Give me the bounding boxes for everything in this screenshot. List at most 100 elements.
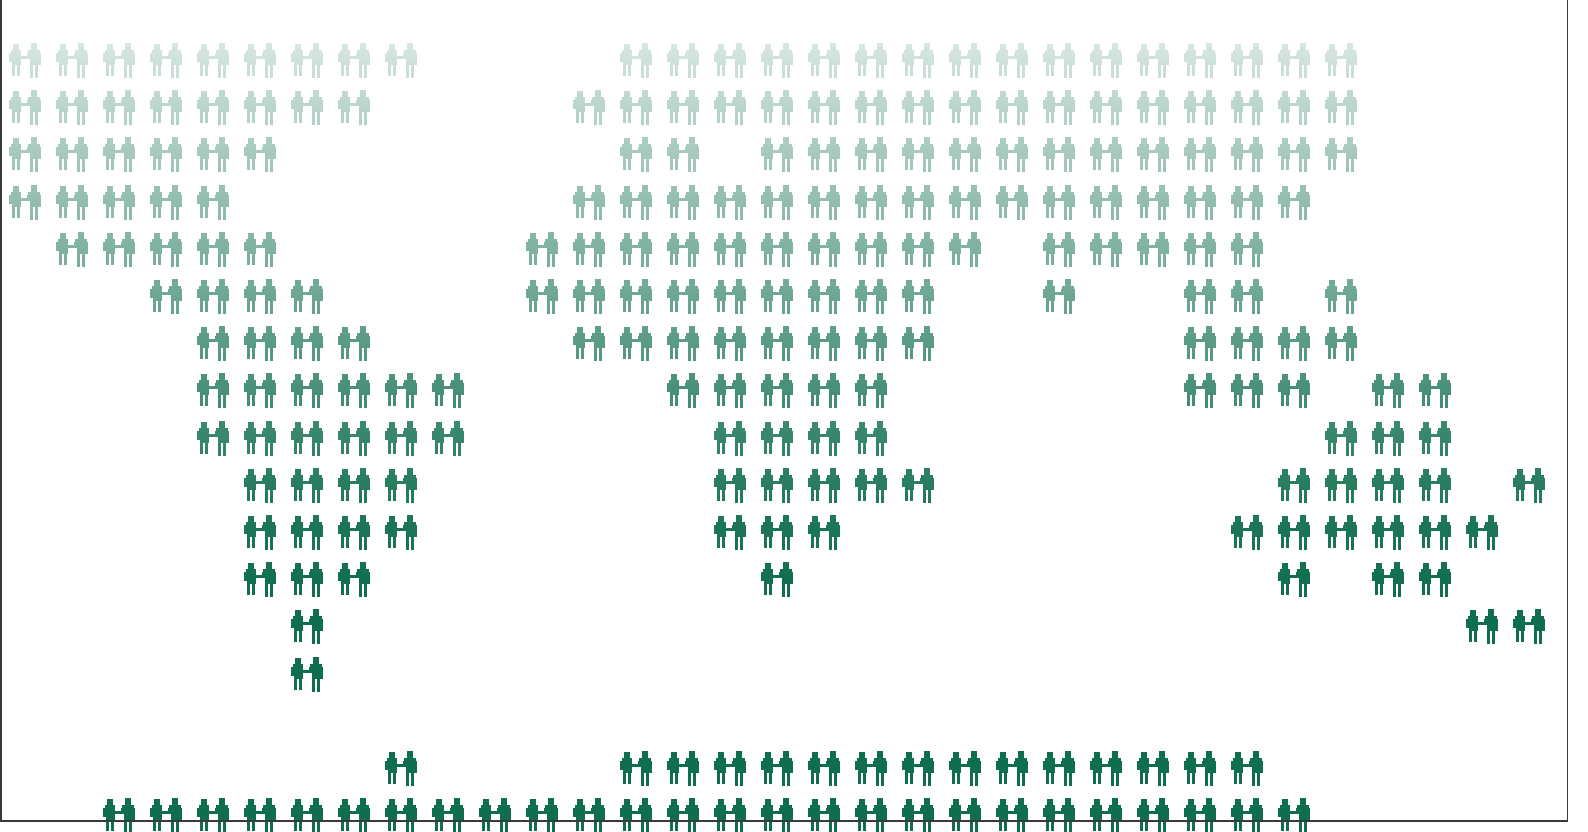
people-pair-icon — [288, 276, 328, 316]
people-pair-icon — [335, 795, 375, 832]
people-pair-icon — [993, 795, 1033, 832]
people-pair-icon — [852, 795, 892, 832]
people-pair-icon — [288, 512, 328, 552]
people-pair-icon — [1181, 40, 1221, 80]
people-pair-icon — [523, 276, 563, 316]
people-pair-icon — [382, 748, 422, 788]
people-pair-icon — [1416, 465, 1456, 505]
people-pair-icon — [852, 748, 892, 788]
people-pair-icon — [1087, 134, 1127, 174]
people-pair-icon — [946, 748, 986, 788]
people-pair-icon — [758, 795, 798, 832]
people-pair-icon — [570, 276, 610, 316]
people-pair-icon — [241, 134, 281, 174]
people-pair-icon — [899, 276, 939, 316]
people-pair-icon — [993, 182, 1033, 222]
people-pair-icon — [241, 323, 281, 363]
people-pair-icon — [1416, 559, 1456, 599]
people-pair-icon — [1134, 182, 1174, 222]
people-pair-icon — [6, 182, 46, 222]
people-pair-icon — [335, 323, 375, 363]
people-pair-icon — [946, 134, 986, 174]
people-pair-icon — [523, 795, 563, 832]
people-pair-icon — [805, 276, 845, 316]
people-pair-icon — [1463, 606, 1503, 646]
people-pair-icon — [805, 795, 845, 832]
people-pair-icon — [1040, 795, 1080, 832]
people-pair-icon — [664, 795, 704, 832]
people-pair-icon — [852, 465, 892, 505]
people-pair-icon — [617, 134, 657, 174]
people-pair-icon — [570, 323, 610, 363]
people-pair-icon — [1087, 182, 1127, 222]
people-pair-icon — [852, 134, 892, 174]
people-pair-icon — [288, 559, 328, 599]
people-pair-icon — [664, 229, 704, 269]
people-pair-icon — [758, 418, 798, 458]
people-pair-icon — [194, 370, 234, 410]
people-pair-icon — [241, 512, 281, 552]
people-pair-icon — [1087, 87, 1127, 127]
people-pair-icon — [1510, 465, 1550, 505]
people-pair-icon — [570, 795, 610, 832]
people-pair-icon — [805, 87, 845, 127]
people-pair-icon — [758, 559, 798, 599]
people-pair-icon — [805, 134, 845, 174]
people-pair-icon — [664, 134, 704, 174]
people-pair-icon — [993, 134, 1033, 174]
people-pair-icon — [241, 370, 281, 410]
people-pair-icon — [288, 370, 328, 410]
people-pair-icon — [147, 87, 187, 127]
people-pair-icon — [53, 40, 93, 80]
people-pair-icon — [1181, 795, 1221, 832]
people-pair-icon — [946, 182, 986, 222]
people-pair-icon — [711, 512, 751, 552]
people-pair-icon — [899, 465, 939, 505]
people-pair-icon — [899, 795, 939, 832]
people-pair-icon — [1134, 748, 1174, 788]
people-pair-icon — [288, 654, 328, 694]
people-pair-icon — [382, 370, 422, 410]
people-pair-icon — [1087, 229, 1127, 269]
people-pair-icon — [946, 795, 986, 832]
people-pair-icon — [1228, 229, 1268, 269]
people-pair-icon — [664, 276, 704, 316]
people-pair-icon — [664, 370, 704, 410]
people-pair-icon — [852, 323, 892, 363]
people-pair-icon — [1181, 229, 1221, 269]
people-pair-icon — [1040, 87, 1080, 127]
people-pair-icon — [617, 229, 657, 269]
people-pair-icon — [194, 87, 234, 127]
people-pair-icon — [1228, 370, 1268, 410]
people-pair-icon — [147, 795, 187, 832]
people-pair-icon — [1275, 465, 1315, 505]
people-pair-icon — [288, 795, 328, 832]
people-pair-icon — [1040, 229, 1080, 269]
people-pair-icon — [100, 182, 140, 222]
people-pair-icon — [241, 276, 281, 316]
people-pair-icon — [1369, 370, 1409, 410]
people-pair-icon — [147, 40, 187, 80]
people-pair-icon — [335, 418, 375, 458]
people-pair-icon — [852, 229, 892, 269]
people-pair-icon — [1087, 795, 1127, 832]
people-pair-icon — [711, 465, 751, 505]
people-pair-icon — [570, 182, 610, 222]
people-pair-icon — [805, 323, 845, 363]
people-pair-icon — [288, 323, 328, 363]
people-pair-icon — [100, 795, 140, 832]
people-pair-icon — [147, 229, 187, 269]
people-pair-icon — [899, 134, 939, 174]
people-pair-icon — [1228, 512, 1268, 552]
people-pair-icon — [1228, 40, 1268, 80]
people-pair-icon — [711, 323, 751, 363]
people-pair-icon — [53, 87, 93, 127]
people-pair-icon — [617, 323, 657, 363]
people-pair-icon — [805, 748, 845, 788]
people-pair-icon — [194, 323, 234, 363]
people-pair-icon — [805, 418, 845, 458]
people-pair-icon — [711, 87, 751, 127]
people-pair-icon — [852, 40, 892, 80]
people-pair-icon — [1416, 418, 1456, 458]
